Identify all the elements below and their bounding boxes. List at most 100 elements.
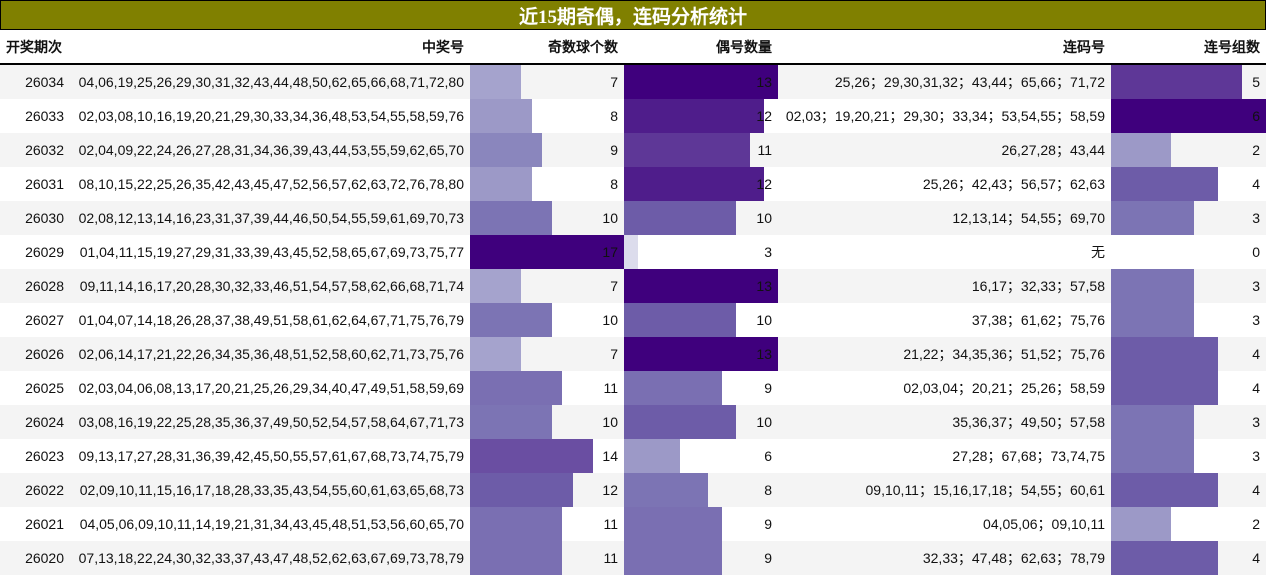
consecutive-groups-bar: [1111, 337, 1218, 371]
page-title: 近15期奇偶，连码分析统计: [0, 0, 1266, 30]
even-count-cell: 11: [624, 133, 778, 167]
table-row[interactable]: 26033 02,03,08,10,16,19,20,21,29,30,33,34…: [0, 99, 1266, 133]
consecutive-groups-value: 4: [1252, 482, 1260, 498]
period-cell: 26021: [25, 516, 64, 532]
odd-count-value: 10: [602, 414, 618, 430]
even-count-cell: 13: [624, 269, 778, 303]
table-row[interactable]: 26020 07,13,18,22,24,30,32,33,37,43,47,48…: [0, 541, 1266, 575]
even-count-value: 9: [764, 550, 772, 566]
table-row[interactable]: 26026 02,06,14,17,21,22,26,34,35,36,48,51…: [0, 337, 1266, 371]
even-count-cell: 6: [624, 439, 778, 473]
even-count-bar: [624, 269, 778, 303]
table-row[interactable]: 26032 02,04,09,22,24,26,27,28,31,34,36,39…: [0, 133, 1266, 167]
consecutive-groups-value: 3: [1252, 448, 1260, 464]
odd-count-cell: 14: [470, 439, 624, 473]
winning-numbers-cell: 02,09,10,11,15,16,17,18,28,33,35,43,54,5…: [79, 482, 464, 498]
odd-count-cell: 17: [470, 235, 624, 269]
even-count-bar: [624, 371, 722, 405]
odd-count-cell: 10: [470, 405, 624, 439]
consecutive-groups-bar: [1111, 65, 1242, 99]
even-count-bar: [624, 235, 638, 269]
table-row[interactable]: 26030 02,08,12,13,14,16,23,31,37,39,44,46…: [0, 201, 1266, 235]
odd-count-bar: [470, 541, 562, 575]
table-row[interactable]: 26028 09,11,14,16,17,20,28,30,32,33,46,51…: [0, 269, 1266, 303]
winning-numbers-cell: 09,11,14,16,17,20,28,30,32,33,46,51,54,5…: [79, 278, 464, 294]
table-row[interactable]: 26027 01,04,07,14,18,26,28,37,38,49,51,58…: [0, 303, 1266, 337]
consecutive-groups-value: 4: [1252, 550, 1260, 566]
odd-count-cell: 8: [470, 99, 624, 133]
winning-numbers-cell: 07,13,18,22,24,30,32,33,37,43,47,48,52,6…: [78, 550, 464, 566]
consecutive-groups-cell: 2: [1111, 133, 1266, 167]
odd-count-cell: 8: [470, 167, 624, 201]
even-count-cell: 12: [624, 167, 778, 201]
column-header-odd-count[interactable]: 奇数球个数: [548, 38, 618, 55]
even-count-cell: 10: [624, 303, 778, 337]
odd-count-bar: [470, 201, 552, 235]
winning-numbers-cell: 01,04,07,14,18,26,28,37,38,49,51,58,61,6…: [78, 312, 464, 328]
consecutive-numbers-cell: 32,33；47,48；62,63；78,79: [922, 550, 1105, 566]
column-header-consecutive[interactable]: 连码号: [1063, 38, 1105, 55]
even-count-cell: 12: [624, 99, 778, 133]
table-row[interactable]: 26031 08,10,15,22,25,26,35,42,43,45,47,52…: [0, 167, 1266, 201]
consecutive-groups-bar: [1111, 405, 1194, 439]
period-cell: 26023: [25, 448, 64, 464]
column-header-even-count[interactable]: 偶号数量: [716, 38, 772, 55]
even-count-value: 11: [757, 142, 772, 158]
period-cell: 26029: [25, 244, 64, 260]
even-count-value: 10: [756, 210, 772, 226]
consecutive-groups-value: 4: [1252, 176, 1260, 192]
consecutive-numbers-cell: 02,03,04；20,21；25,26；58,59: [903, 380, 1105, 396]
winning-numbers-cell: 04,05,06,09,10,11,14,19,21,31,34,43,45,4…: [79, 516, 464, 532]
column-header-consecutive-groups[interactable]: 连号组数: [1204, 38, 1260, 55]
odd-count-value: 7: [610, 346, 618, 362]
odd-count-value: 14: [602, 448, 618, 464]
even-count-bar: [624, 439, 680, 473]
consecutive-groups-value: 3: [1252, 312, 1260, 328]
period-cell: 26028: [25, 278, 64, 294]
even-count-bar: [624, 405, 736, 439]
consecutive-numbers-cell: 04,05,06；09,10,11: [983, 516, 1105, 532]
consecutive-groups-cell: 4: [1111, 167, 1266, 201]
odd-count-bar: [470, 405, 552, 439]
odd-count-value: 10: [602, 210, 618, 226]
odd-count-value: 8: [610, 176, 618, 192]
table-row[interactable]: 26021 04,05,06,09,10,11,14,19,21,31,34,43…: [0, 507, 1266, 541]
consecutive-groups-value: 0: [1252, 244, 1260, 260]
table-row[interactable]: 26034 04,06,19,25,26,29,30,31,32,43,44,48…: [0, 65, 1266, 99]
table-row[interactable]: 26025 02,03,04,06,08,13,17,20,21,25,26,29…: [0, 371, 1266, 405]
odd-count-bar: [470, 303, 552, 337]
even-count-value: 10: [756, 312, 772, 328]
even-count-bar: [624, 541, 722, 575]
even-count-cell: 9: [624, 371, 778, 405]
table-row[interactable]: 26024 03,08,16,19,22,25,28,35,36,37,49,50…: [0, 405, 1266, 439]
even-count-bar: [624, 473, 708, 507]
even-count-bar: [624, 133, 750, 167]
consecutive-groups-value: 5: [1252, 74, 1260, 90]
table-row[interactable]: 26023 09,13,17,27,28,31,36,39,42,45,50,55…: [0, 439, 1266, 473]
even-count-value: 8: [764, 482, 772, 498]
consecutive-numbers-cell: 25,26；29,30,31,32；43,44；65,66；71,72: [834, 74, 1105, 90]
consecutive-groups-bar: [1111, 473, 1218, 507]
even-count-cell: 9: [624, 507, 778, 541]
consecutive-numbers-cell: 26,27,28；43,44: [1001, 142, 1105, 158]
column-header-period[interactable]: 开奖期次: [6, 38, 62, 55]
even-count-value: 12: [756, 108, 772, 124]
consecutive-numbers-cell: 12,13,14；54,55；69,70: [952, 210, 1105, 226]
table-row[interactable]: 26029 01,04,11,15,19,27,29,31,33,39,43,45…: [0, 235, 1266, 269]
consecutive-groups-cell: 4: [1111, 371, 1266, 405]
even-count-value: 13: [756, 278, 772, 294]
table-row[interactable]: 26022 02,09,10,11,15,16,17,18,28,33,35,43…: [0, 473, 1266, 507]
period-cell: 26022: [25, 482, 64, 498]
consecutive-numbers-cell: 37,38；61,62；75,76: [971, 312, 1105, 328]
odd-count-bar: [470, 133, 542, 167]
even-count-bar: [624, 201, 736, 235]
period-cell: 26033: [25, 108, 64, 124]
column-header-numbers[interactable]: 中奖号: [422, 38, 464, 55]
consecutive-groups-cell: 0: [1111, 235, 1266, 269]
even-count-value: 13: [756, 74, 772, 90]
consecutive-numbers-cell: 02,03；19,20,21；29,30；33,34；53,54,55；58,5…: [785, 108, 1105, 124]
consecutive-groups-cell: 3: [1111, 201, 1266, 235]
consecutive-groups-value: 3: [1252, 414, 1260, 430]
odd-count-bar: [470, 99, 532, 133]
consecutive-groups-value: 4: [1252, 380, 1260, 396]
